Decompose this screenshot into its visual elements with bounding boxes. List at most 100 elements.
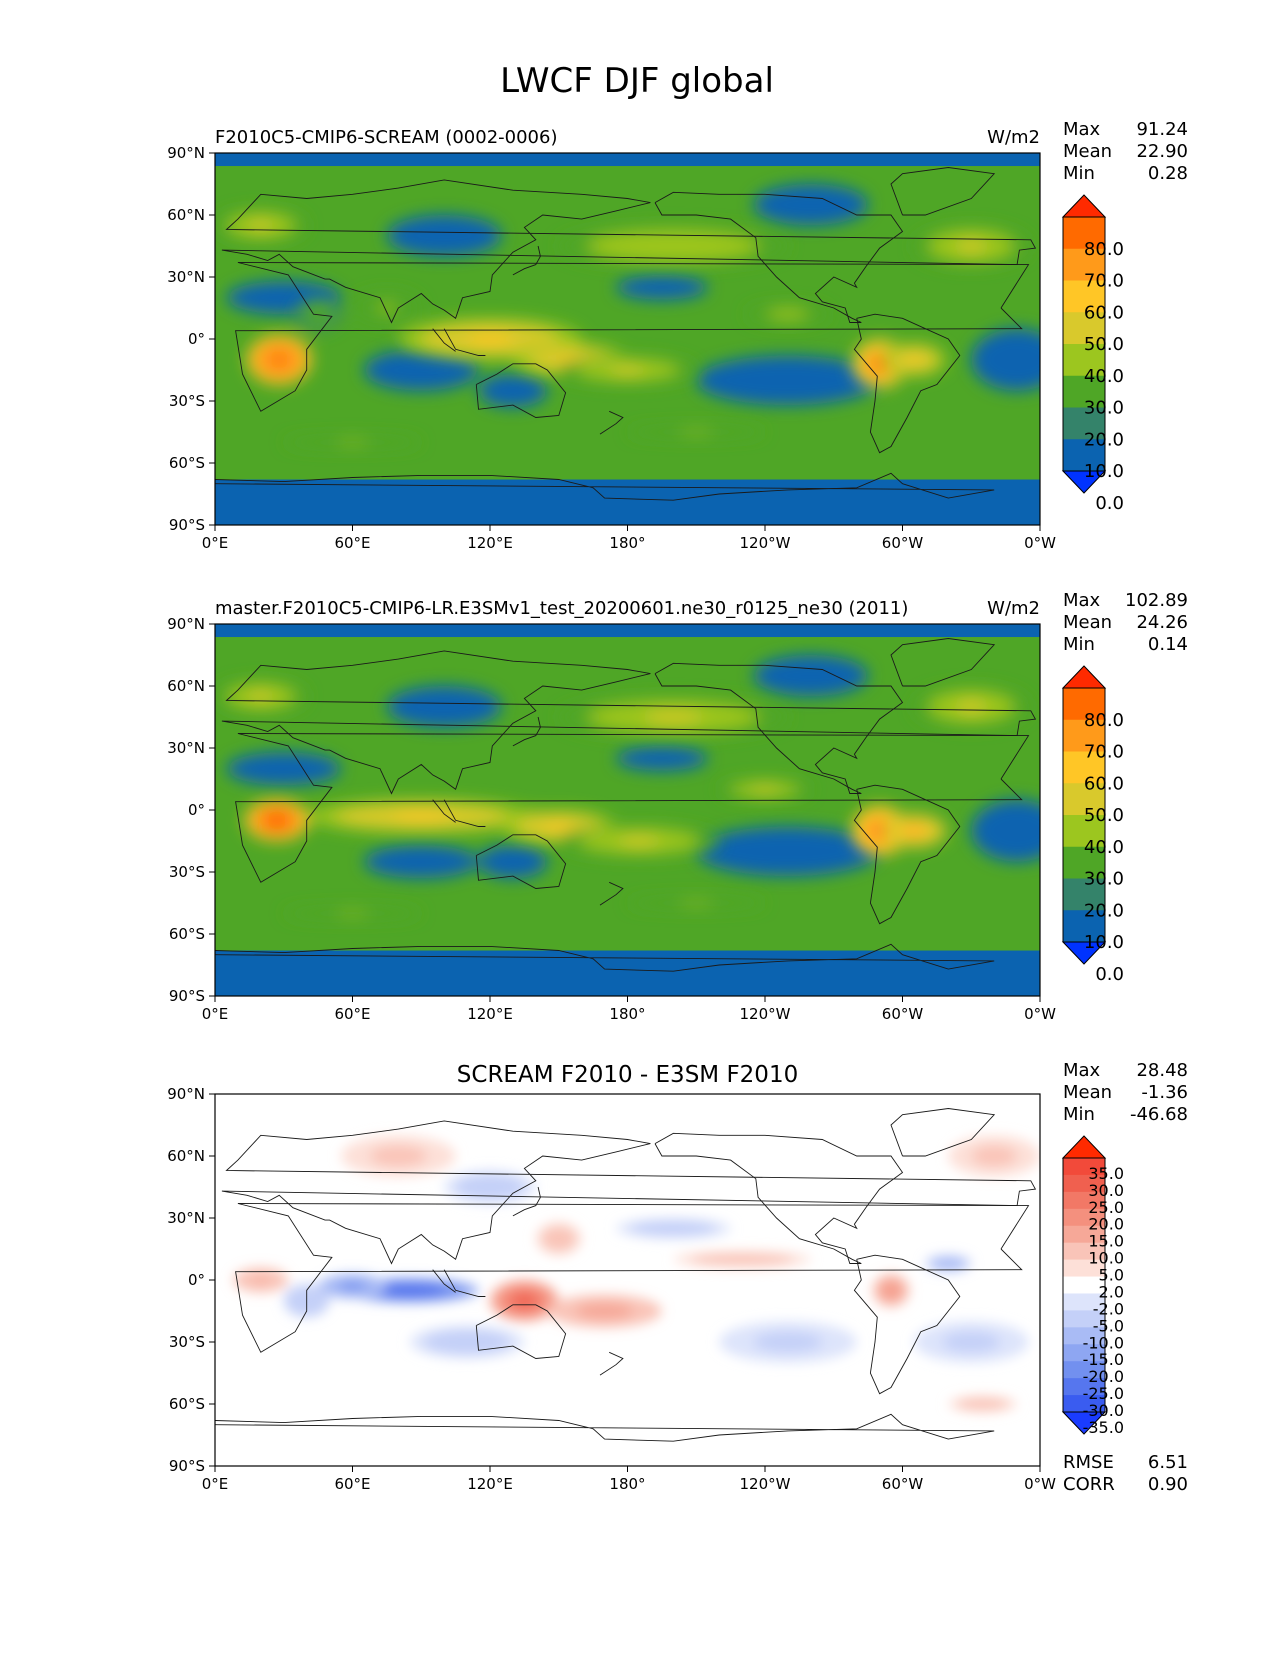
- colorbar-segment: [1063, 375, 1105, 408]
- x-tick-label: 0°E: [202, 1475, 229, 1493]
- field-blob-12: [679, 430, 714, 434]
- x-tick-label: 120°E: [467, 534, 513, 552]
- colorbar-tick-label: 0.0: [1095, 964, 1124, 985]
- low-region-5: [386, 686, 502, 728]
- field-blob-0: [271, 353, 288, 366]
- coastline-8: [432, 799, 456, 823]
- colorbar-segment: [1063, 1378, 1105, 1396]
- coastline-3: [654, 1132, 904, 1264]
- x-tick-label: 60°E: [334, 534, 370, 552]
- low-region-2: [971, 799, 1040, 862]
- colorbar-tick-label: 80.0: [1084, 710, 1124, 731]
- stat-value: -46.68: [1130, 1104, 1188, 1125]
- north-polar-band: [215, 153, 1040, 167]
- x-tick-label: 180°: [609, 1475, 645, 1493]
- low-region-7: [478, 374, 548, 408]
- coastline-5: [890, 1108, 996, 1157]
- coastline-9: [599, 410, 624, 435]
- low-region-6: [753, 655, 869, 697]
- units-label: W/m2: [987, 598, 1040, 619]
- y-tick-label: 30°S: [169, 863, 205, 881]
- coastline-7: [443, 1269, 486, 1297]
- coastline-3: [654, 191, 904, 323]
- colorbar-tick-label: 40.0: [1084, 366, 1124, 387]
- colorbar-tick-label: 15.0: [1088, 1232, 1124, 1251]
- y-tick-label: 30°S: [169, 1333, 205, 1351]
- colorbar-frame: [1062, 216, 1106, 472]
- x-tick-label: 180°: [609, 534, 645, 552]
- low-region-0: [363, 349, 479, 391]
- y-tick-label: 90°S: [169, 987, 205, 1005]
- colorbar-segment: [1063, 439, 1105, 472]
- panel-title: SCREAM F2010 - E3SM F2010: [457, 1062, 798, 1088]
- stat-value: 28.48: [1136, 1060, 1188, 1081]
- colorbar-tick-label: 60.0: [1084, 302, 1124, 323]
- low-cloud-regions: [226, 655, 1040, 879]
- colorbar-segment: [1063, 344, 1105, 377]
- coastline-9: [599, 881, 624, 906]
- colorbar-segment: [1063, 846, 1105, 879]
- field-blob-3: [590, 1306, 619, 1316]
- coastline-9: [599, 1351, 624, 1376]
- y-tick-label: 60°N: [167, 677, 205, 695]
- map-field: [215, 1094, 1040, 1466]
- field-blob-7: [644, 711, 702, 723]
- y-tick-label: 0°: [188, 801, 205, 819]
- field-blob-14: [312, 310, 324, 319]
- field-blob-10: [378, 303, 396, 313]
- y-tick-label: 60°S: [169, 925, 205, 943]
- x-tick-label: 120°E: [467, 1005, 513, 1023]
- field-blob-9: [249, 221, 273, 230]
- field-blob-6: [253, 1276, 268, 1284]
- field-blob-7: [644, 240, 702, 252]
- field-blob-12: [335, 911, 370, 915]
- low-region-3: [616, 274, 708, 300]
- colorbar-segment: [1063, 910, 1105, 943]
- stat-label: Max: [1063, 1060, 1101, 1081]
- panel-title: F2010C5-CMIP6-SCREAM (0002-0006): [215, 127, 557, 148]
- x-tick-label: 0°W: [1024, 1005, 1056, 1023]
- south-polar-band: [215, 479, 1040, 525]
- colorbar-segment: [1063, 1327, 1105, 1345]
- colorbar-segment: [1063, 1158, 1105, 1176]
- colorbar-segment: [1063, 312, 1105, 345]
- y-tick-label: 60°S: [169, 454, 205, 472]
- colorbar-tick-label: 50.0: [1084, 805, 1124, 826]
- x-tick-label: 0°E: [202, 1005, 229, 1023]
- stat-value: 22.90: [1136, 141, 1188, 162]
- x-tick-label: 0°W: [1024, 534, 1056, 552]
- colorbar-segment: [1063, 407, 1105, 440]
- field-blob-6: [905, 355, 922, 364]
- y-tick-label: 90°N: [167, 1085, 205, 1103]
- stat-label: Max: [1063, 119, 1101, 140]
- colorbar-tick-label: -20.0: [1083, 1367, 1124, 1386]
- colorbar-tick-label: 30.0: [1084, 398, 1124, 419]
- colorbar-segment: [1063, 280, 1105, 313]
- y-tick-label: 60°N: [167, 1147, 205, 1165]
- field-blob-9: [249, 692, 273, 701]
- colorbar-segment: [1063, 1276, 1105, 1294]
- colorbar-tick-label: 70.0: [1084, 742, 1124, 763]
- field-blob-9: [724, 1257, 760, 1262]
- colorbar-tick-label: 20.0: [1084, 429, 1124, 450]
- field-blob-0: [268, 815, 285, 826]
- north-polar-band: [215, 624, 1040, 638]
- field-blob-2: [392, 812, 450, 821]
- coastline-2: [475, 1304, 567, 1359]
- map-background: [215, 153, 1040, 525]
- field-blob-8: [956, 240, 986, 252]
- colorbar-tick-label: -15.0: [1083, 1350, 1124, 1369]
- x-tick-label: 120°W: [740, 1005, 791, 1023]
- stat-value: 102.89: [1125, 590, 1188, 611]
- coastline-4: [853, 784, 961, 925]
- field-blob-2: [467, 333, 513, 345]
- field-blob-10: [753, 786, 777, 792]
- y-tick-label: 30°S: [169, 392, 205, 410]
- coastline-6: [215, 943, 995, 972]
- field-blob-8: [659, 1225, 688, 1231]
- field-blob-6: [905, 826, 922, 835]
- y-tick-label: 0°: [188, 330, 205, 348]
- coastline-6: [215, 1413, 995, 1442]
- field-blob-11: [982, 1150, 1006, 1162]
- y-tick-label: 90°S: [169, 516, 205, 534]
